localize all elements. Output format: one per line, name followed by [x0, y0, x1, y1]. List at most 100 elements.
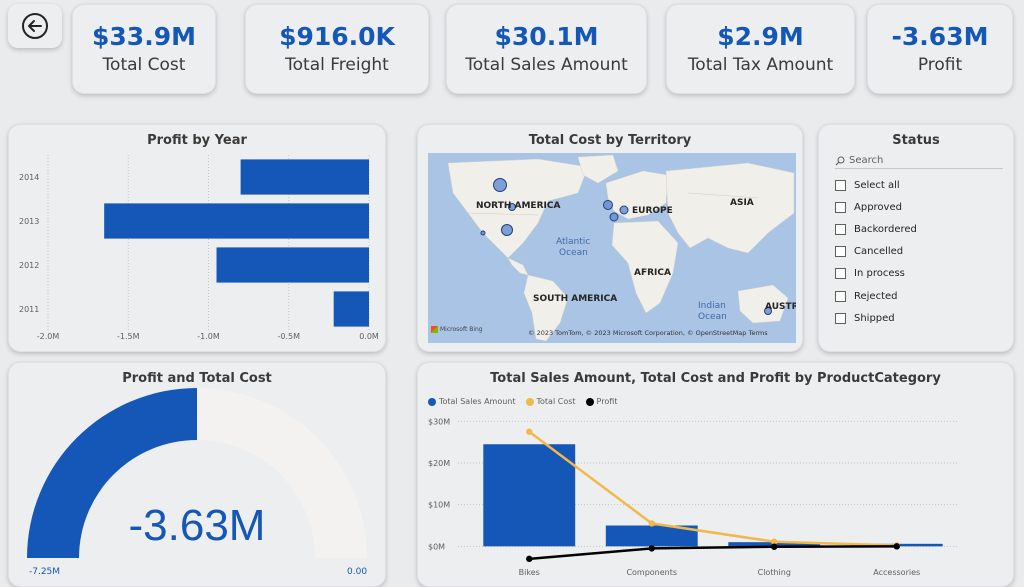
checkbox[interactable] — [835, 179, 846, 191]
slicer-option-rejected[interactable]: Rejected — [835, 285, 917, 307]
point-profit — [526, 555, 533, 563]
map-label-asia: ASIA — [730, 198, 754, 208]
point-profit — [771, 543, 778, 550]
y-tick-label: 2014 — [19, 173, 39, 182]
map-label-africa: AFRICA — [634, 268, 671, 278]
point-total-cost — [526, 428, 533, 435]
visual-title: Profit by Year — [147, 133, 247, 148]
y-tick-label: 2011 — [19, 305, 39, 314]
map-label-indian-ocean: Ocean — [698, 312, 727, 322]
point-total-cost — [771, 538, 778, 545]
line-profit — [529, 545, 897, 561]
x-tick-label: Components — [626, 568, 677, 577]
y-tick-label: $20M — [428, 459, 450, 468]
profit-by-year-chart: -2.0M -1.5M -1.0M -0.5M 0.0M 2014 2013 2012 2011 — [19, 155, 379, 341]
combo-chart: $30M $20M $10M $0M Bikes Components Clothing Ac… — [428, 417, 958, 577]
kpi-label: Total Sales Amount — [465, 55, 628, 75]
x-tick-label: -1.0M — [197, 332, 220, 341]
kpi-value: -3.63M — [891, 22, 989, 51]
legend-total-cost[interactable]: Total Cost — [525, 397, 576, 406]
visual-title: Profit and Total Cost — [122, 371, 272, 386]
chart-legend: Total Sales Amount Total Cost Profit — [428, 397, 617, 406]
y-tick-label: $0M — [428, 542, 445, 551]
visual-title: Total Cost by Territory — [528, 133, 692, 148]
legend-profit[interactable]: Profit — [585, 397, 617, 406]
x-tick-label: -0.5M — [277, 332, 300, 341]
point-total-cost — [648, 520, 655, 527]
back-arrow-icon — [22, 13, 48, 39]
map-label-south-america: SOUTH AMERICA — [533, 294, 618, 304]
map-label-europe: EUROPE — [632, 206, 673, 216]
gauge-max-label: 0.00 — [347, 567, 368, 577]
kpi-value: $30.1M — [494, 22, 599, 51]
kpi-label: Total Cost — [102, 55, 186, 75]
kpi-total-freight: $916.0K Total Freight — [245, 4, 429, 94]
bar-bikes — [483, 444, 576, 547]
search-icon — [835, 156, 845, 165]
status-slicer: Status Search Select all Approved Backor… — [818, 124, 1014, 352]
bar-2011 — [333, 291, 369, 327]
kpi-label: Total Tax Amount — [687, 55, 834, 75]
bar-components — [605, 525, 698, 547]
x-tick-label: Clothing — [758, 568, 791, 577]
slicer-option-in-process[interactable]: In process — [835, 263, 917, 285]
gauge-chart — [27, 388, 367, 558]
line-total-cost — [528, 430, 897, 547]
map-label-indian: Indian — [698, 301, 726, 311]
bar-2014 — [240, 159, 369, 195]
slicer-option-backordered[interactable]: Backordered — [835, 218, 917, 240]
map-canvas[interactable]: NORTH AMERICA EUROPE ASIA AFRICA SOUTH A… — [428, 153, 796, 343]
slicer-option-select-all[interactable]: Select all — [835, 174, 917, 196]
checkbox[interactable] — [835, 290, 846, 302]
gauge-min-label: -7.25M — [29, 567, 61, 577]
x-tick-label: 0.0M — [359, 332, 379, 341]
slicer-search-input[interactable]: Search — [835, 153, 1003, 169]
gauge-value: -3.63M — [128, 501, 266, 550]
sales-cost-profit-by-category-visual[interactable]: Total Sales Amount, Total Cost and Profi… — [417, 362, 1014, 587]
kpi-label: Profit — [917, 55, 963, 75]
profit-by-year-visual[interactable]: Profit by Year -2.0M -1.5M -1.0M -0.5M 0.0M 2… — [8, 124, 386, 352]
slicer-options: Select all Approved Backordered Cancelle… — [835, 174, 917, 329]
y-tick-label: $30M — [428, 417, 450, 426]
checkbox[interactable] — [835, 223, 846, 235]
kpi-value: $916.0K — [279, 22, 395, 51]
checkbox[interactable] — [835, 312, 846, 324]
x-tick-label: -2.0M — [37, 332, 60, 341]
checkbox[interactable] — [835, 246, 846, 258]
map-label-north-america: NORTH AMERICA — [476, 201, 561, 211]
slicer-option-cancelled[interactable]: Cancelled — [835, 241, 917, 263]
checkbox[interactable] — [835, 201, 846, 213]
slicer-option-approved[interactable]: Approved — [835, 196, 917, 218]
slicer-option-shipped[interactable]: Shipped — [835, 307, 917, 329]
x-tick-label: Bikes — [519, 568, 540, 577]
y-tick-label: 2012 — [19, 261, 39, 270]
x-tick-label: -1.5M — [117, 332, 140, 341]
point-profit — [648, 545, 655, 552]
point-profit — [893, 543, 900, 550]
kpi-label: Total Freight — [285, 55, 389, 75]
profit-and-total-cost-gauge[interactable]: Profit and Total Cost -3.63M -7.25M 0.00 — [8, 362, 386, 587]
world-map — [447, 154, 795, 342]
visual-title: Total Sales Amount, Total Cost and Profi… — [490, 371, 941, 386]
bar-2012 — [216, 247, 369, 283]
kpi-value: $2.9M — [717, 22, 804, 51]
map-label-atlantic-ocean: Ocean — [559, 248, 588, 258]
kpi-total-cost: $33.9M Total Cost — [72, 4, 216, 94]
checkbox[interactable] — [835, 268, 846, 280]
bing-logo: Microsoft Bing — [431, 326, 483, 333]
kpi-total-sales-amount: $30.1M Total Sales Amount — [446, 4, 647, 94]
slicer-title: Status — [892, 133, 940, 148]
y-tick-label: 2013 — [19, 217, 39, 226]
kpi-value: $33.9M — [92, 22, 196, 51]
map-attribution[interactable]: © 2023 TomTom, © 2023 Microsoft Corporat… — [528, 329, 768, 337]
gauge-fill — [27, 388, 197, 558]
y-tick-label: $10M — [428, 501, 450, 510]
total-cost-by-territory-visual[interactable]: Total Cost by Territory — [417, 124, 803, 352]
map-label-atlantic: Atlantic — [556, 237, 591, 247]
legend-total-sales-amount[interactable]: Total Sales Amount — [428, 397, 516, 406]
kpi-total-tax-amount: $2.9M Total Tax Amount — [666, 4, 855, 94]
back-button[interactable] — [8, 4, 62, 48]
kpi-profit: -3.63M Profit — [867, 4, 1013, 94]
bar-2013 — [104, 203, 370, 239]
